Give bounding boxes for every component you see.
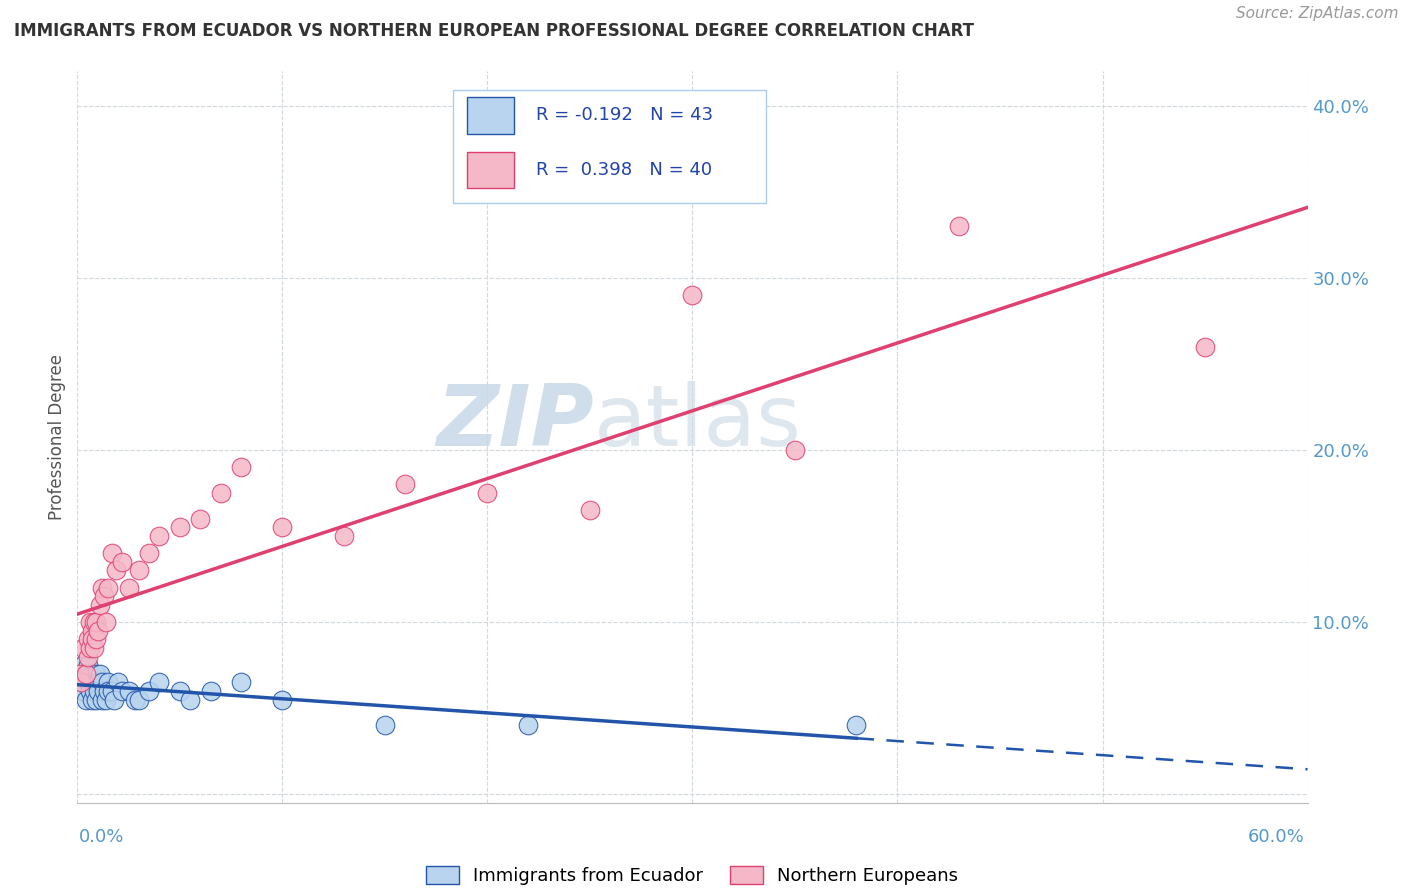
Point bbox=[76, 658, 98, 673]
Point bbox=[111, 555, 134, 569]
Point bbox=[97, 684, 120, 698]
Point bbox=[72, 684, 94, 698]
Point bbox=[67, 666, 90, 681]
Point bbox=[83, 675, 105, 690]
Point bbox=[124, 692, 146, 706]
Text: 0.0%: 0.0% bbox=[79, 828, 124, 846]
Point bbox=[80, 632, 103, 647]
Point bbox=[94, 692, 117, 706]
Legend: Immigrants from Ecuador, Northern Europeans: Immigrants from Ecuador, Northern Europe… bbox=[419, 859, 966, 892]
Point bbox=[84, 692, 107, 706]
Point bbox=[89, 598, 111, 612]
Point bbox=[87, 624, 110, 638]
Point bbox=[72, 640, 94, 655]
Y-axis label: Professional Degree: Professional Degree bbox=[48, 354, 66, 520]
Point bbox=[70, 675, 93, 690]
Point bbox=[87, 675, 110, 690]
Point bbox=[80, 692, 103, 706]
Point bbox=[179, 692, 201, 706]
Point bbox=[90, 675, 114, 690]
Text: R = -0.192   N = 43: R = -0.192 N = 43 bbox=[536, 106, 713, 124]
Text: R =  0.398   N = 40: R = 0.398 N = 40 bbox=[536, 161, 713, 179]
Point bbox=[83, 615, 105, 629]
Point bbox=[79, 684, 101, 698]
Point bbox=[517, 718, 540, 732]
Point bbox=[188, 512, 212, 526]
Point bbox=[79, 615, 101, 629]
Point bbox=[845, 718, 868, 732]
Point bbox=[84, 632, 107, 647]
Point bbox=[84, 615, 107, 629]
Point bbox=[271, 692, 294, 706]
Point bbox=[783, 442, 806, 457]
Point bbox=[76, 649, 98, 664]
Point bbox=[271, 520, 294, 534]
FancyBboxPatch shape bbox=[467, 97, 515, 134]
Text: ZIP: ZIP bbox=[436, 381, 595, 464]
Point bbox=[94, 615, 117, 629]
Point bbox=[80, 666, 103, 681]
Point bbox=[75, 666, 97, 681]
Point bbox=[105, 564, 128, 578]
Point bbox=[90, 581, 114, 595]
Point bbox=[1194, 340, 1216, 354]
Text: Source: ZipAtlas.com: Source: ZipAtlas.com bbox=[1236, 6, 1399, 21]
Point bbox=[128, 692, 150, 706]
Point bbox=[169, 520, 191, 534]
FancyBboxPatch shape bbox=[467, 152, 515, 188]
Point bbox=[75, 692, 97, 706]
Point bbox=[682, 288, 704, 302]
Point bbox=[83, 640, 105, 655]
Point bbox=[67, 666, 90, 681]
Point bbox=[333, 529, 356, 543]
Text: atlas: atlas bbox=[595, 381, 801, 464]
Point bbox=[948, 219, 970, 234]
Point bbox=[394, 477, 416, 491]
Point bbox=[231, 460, 253, 475]
Point bbox=[90, 692, 114, 706]
Text: IMMIGRANTS FROM ECUADOR VS NORTHERN EUROPEAN PROFESSIONAL DEGREE CORRELATION CHA: IMMIGRANTS FROM ECUADOR VS NORTHERN EURO… bbox=[14, 22, 974, 40]
Point bbox=[148, 529, 170, 543]
Point bbox=[111, 684, 134, 698]
Point bbox=[138, 546, 160, 560]
Point bbox=[169, 684, 191, 698]
Point bbox=[209, 486, 232, 500]
Point bbox=[79, 666, 101, 681]
Point bbox=[84, 666, 107, 681]
Point bbox=[72, 658, 94, 673]
Point bbox=[80, 624, 103, 638]
Point bbox=[579, 503, 602, 517]
Point bbox=[97, 581, 120, 595]
Point bbox=[87, 684, 110, 698]
FancyBboxPatch shape bbox=[453, 90, 766, 203]
Point bbox=[93, 684, 115, 698]
Point bbox=[79, 640, 101, 655]
Point bbox=[148, 675, 170, 690]
Point bbox=[231, 675, 253, 690]
Point bbox=[138, 684, 160, 698]
Point bbox=[107, 675, 129, 690]
Point bbox=[76, 632, 98, 647]
Point bbox=[97, 675, 120, 690]
Point bbox=[93, 589, 115, 603]
Point bbox=[76, 675, 98, 690]
Point bbox=[83, 684, 105, 698]
Point bbox=[70, 675, 93, 690]
Point bbox=[103, 692, 125, 706]
Point bbox=[200, 684, 222, 698]
Point bbox=[80, 675, 103, 690]
Point bbox=[117, 684, 139, 698]
Point bbox=[101, 546, 124, 560]
Point bbox=[477, 486, 499, 500]
Point bbox=[89, 666, 111, 681]
Point bbox=[75, 666, 97, 681]
Point bbox=[101, 684, 124, 698]
Text: 60.0%: 60.0% bbox=[1249, 828, 1305, 846]
Point bbox=[128, 564, 150, 578]
Point bbox=[374, 718, 396, 732]
Point bbox=[117, 581, 139, 595]
